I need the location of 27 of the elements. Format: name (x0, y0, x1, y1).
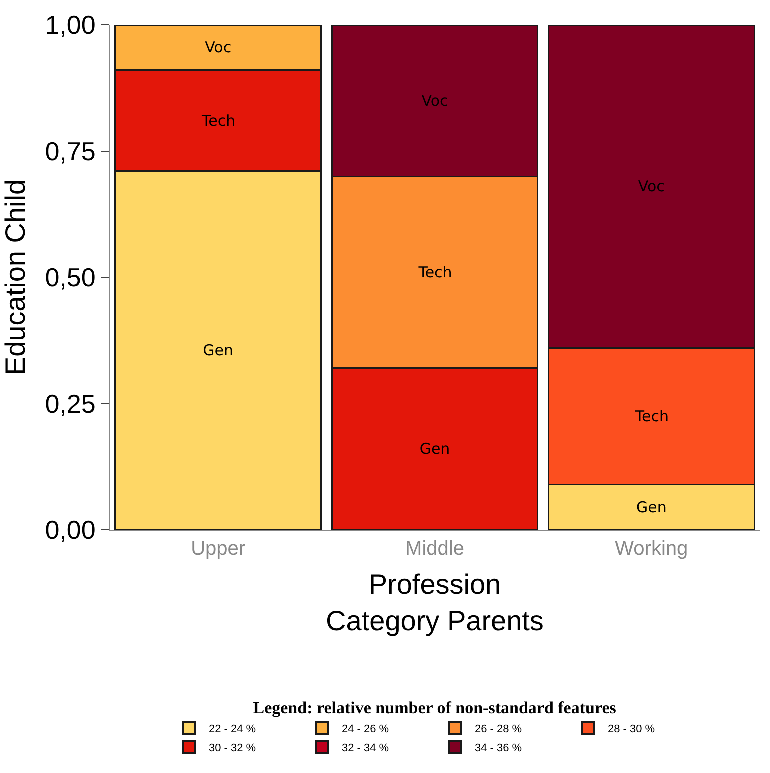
x-axis-title: Profession Category Parents (326, 569, 544, 636)
data-label: Tech (418, 263, 452, 282)
y-tick-label: 0,00 (45, 515, 96, 546)
y-tick-label: 0,75 (45, 136, 96, 166)
legend-title: Legend: relative number of non-standard features (253, 698, 617, 718)
data-label: Voc (205, 38, 232, 57)
legend-label: 30 - 32 % (209, 742, 256, 754)
x-tick-label: Upper (191, 538, 246, 560)
data-label: Tech (634, 407, 669, 426)
y-tick-label: 1,00 (45, 10, 96, 40)
legend-label: 26 - 28 % (475, 723, 522, 736)
legend-label: 28 - 30 % (608, 723, 656, 736)
y-axis-title: Education Child (0, 179, 31, 376)
data-label: Tech (201, 112, 236, 130)
y-tick-label: 0,50 (45, 262, 96, 293)
x-tick-label: Middle (406, 538, 464, 560)
x-tick-label: Working (615, 538, 688, 560)
legend-label: 24 - 26 % (342, 723, 390, 736)
legend-label: 32 - 34 % (342, 742, 390, 754)
data-label: Gen (636, 498, 667, 516)
legend-label: 22 - 24 % (209, 723, 256, 736)
data-label: Voc (638, 178, 665, 196)
data-label: Gen (203, 342, 234, 360)
data-label: Gen (420, 440, 450, 458)
legend-label: 34 - 36 % (475, 742, 522, 754)
data-label: Voc (422, 92, 448, 110)
y-tick-label: 0,25 (45, 388, 96, 419)
